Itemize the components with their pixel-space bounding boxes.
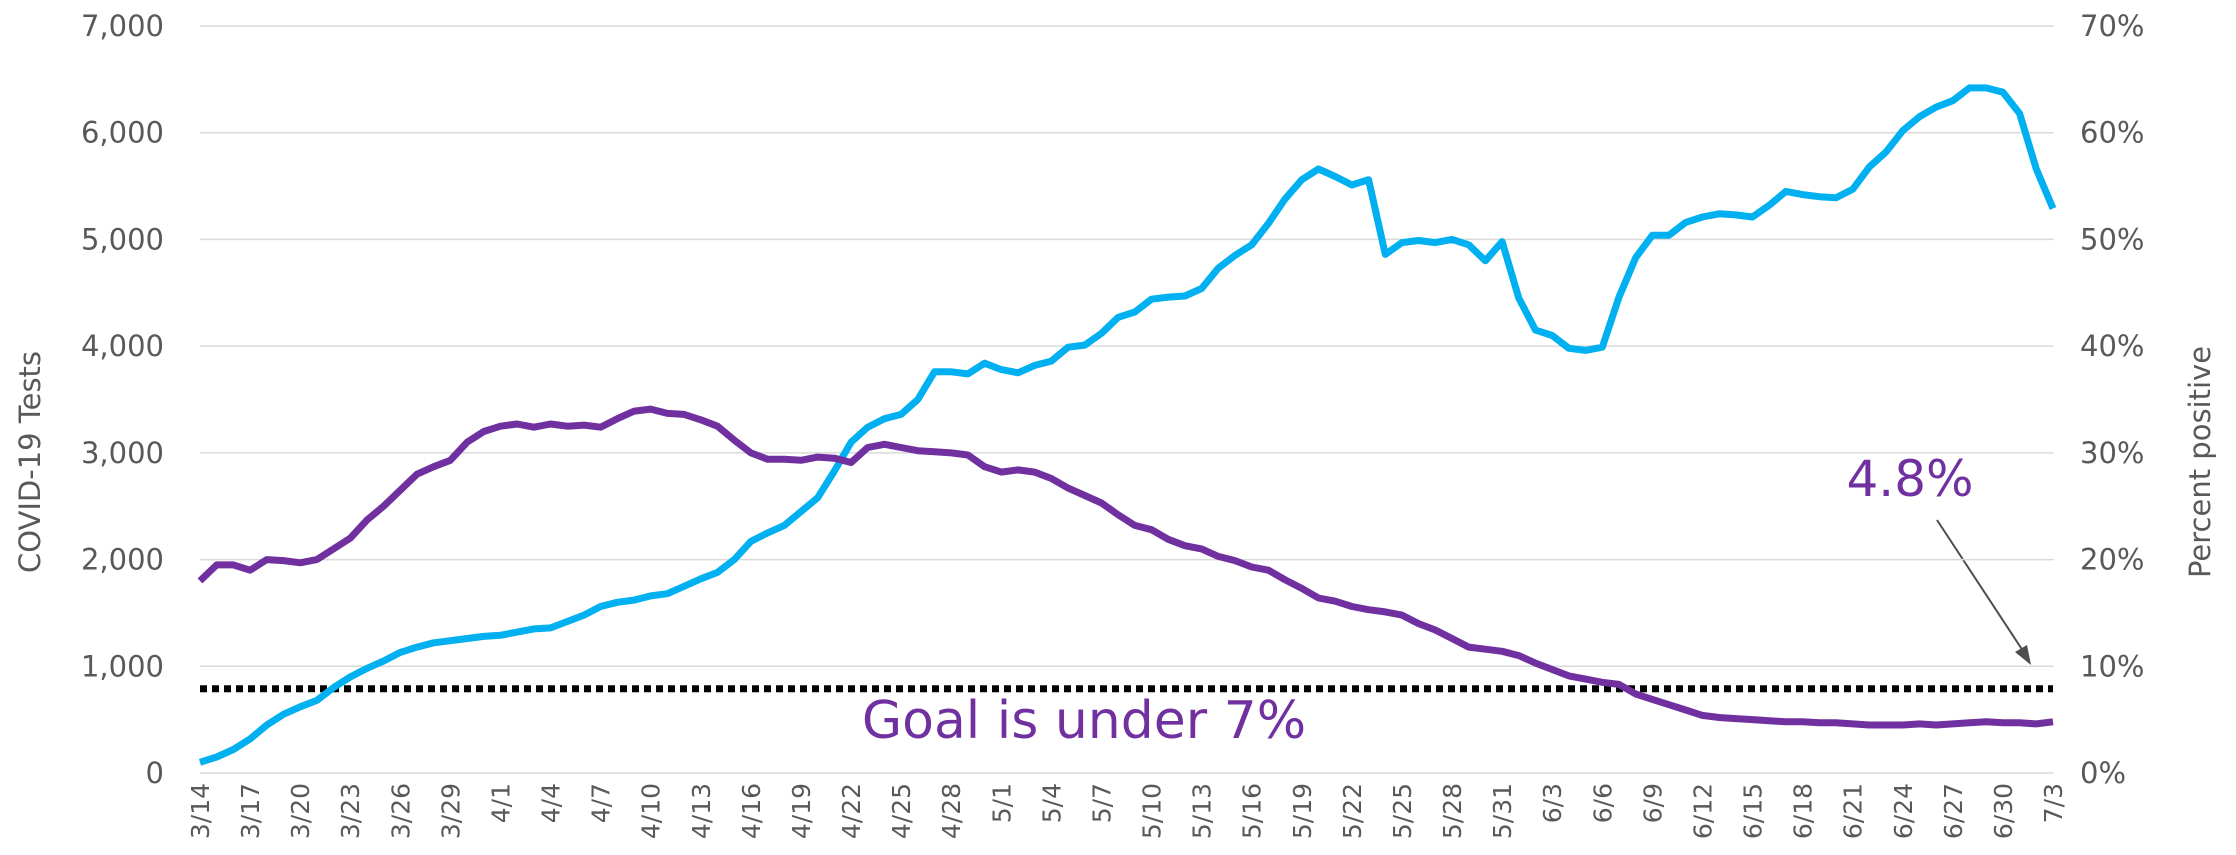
y-tick-label: 2,000: [81, 543, 164, 577]
x-tick-label: 6/12: [1688, 783, 1717, 839]
x-tick-label: 5/10: [1138, 783, 1167, 839]
x-tick-label: 3/23: [336, 783, 365, 839]
x-tick-label: 4/16: [737, 783, 766, 839]
x-tick-label: 4/28: [937, 783, 966, 839]
y2-tick-label: 0%: [2080, 756, 2126, 790]
x-tick-label: 6/3: [1538, 783, 1567, 823]
x-tick-label: 5/7: [1087, 783, 1116, 823]
x-tick-label: 4/7: [587, 783, 616, 823]
y-tick-label: 7,000: [81, 9, 164, 43]
x-tick-label: 4/10: [637, 783, 666, 839]
goal-label: Goal is under 7%: [862, 691, 1306, 751]
y-tick-label: 0: [146, 756, 164, 790]
y2-tick-label: 50%: [2080, 222, 2144, 256]
y-tick-label: 3,000: [81, 436, 164, 470]
y-axis-title: COVID-19 Tests: [13, 351, 47, 573]
x-tick-label: 6/24: [1889, 783, 1918, 839]
x-tick-label: 5/22: [1338, 783, 1367, 839]
x-tick-label: 5/19: [1288, 783, 1317, 839]
x-tick-label: 3/17: [236, 783, 265, 839]
x-tick-label: 5/31: [1488, 783, 1517, 839]
x-tick-label: 3/14: [186, 783, 215, 839]
annotation: 4.8%: [1846, 450, 1973, 508]
x-tick-label: 4/25: [887, 783, 916, 839]
y2-tick-label: 20%: [2080, 543, 2144, 577]
x-tick-label: 3/26: [386, 783, 415, 839]
y-tick-label: 5,000: [81, 222, 164, 256]
x-tick-label: 4/4: [537, 783, 566, 823]
y2-tick-label: 40%: [2080, 329, 2144, 363]
x-tick-label: 5/13: [1188, 783, 1217, 839]
y2-axis-title: Percent positive: [2183, 346, 2217, 578]
annotation-arrowhead: [2015, 645, 2031, 665]
y2-tick-label: 10%: [2080, 649, 2144, 683]
x-tick-label: 6/18: [1789, 783, 1818, 839]
x-tick-label: 4/13: [687, 783, 716, 839]
x-tick-label: 6/9: [1638, 783, 1667, 823]
x-tick-label: 6/15: [1739, 783, 1768, 839]
x-tick-label: 4/19: [787, 783, 816, 839]
x-tick-label: 5/4: [1037, 783, 1066, 823]
series-line: [198, 84, 2057, 766]
series-line: [197, 405, 2054, 729]
x-tick-label: 5/28: [1438, 783, 1467, 839]
x-tick-label: 5/16: [1238, 783, 1267, 839]
y-tick-label: 6,000: [81, 116, 164, 150]
y2-tick-label: 70%: [2080, 9, 2144, 43]
y2-tick-label: 60%: [2080, 116, 2144, 150]
x-tick-label: 6/6: [1588, 783, 1617, 823]
x-tick-label: 4/22: [837, 783, 866, 839]
x-tick-label: 6/30: [1989, 783, 2018, 839]
y-tick-label: 4,000: [81, 329, 164, 363]
y-tick-label: 1,000: [81, 649, 164, 683]
x-tick-label: 7/3: [2039, 783, 2068, 823]
y2-tick-label: 30%: [2080, 436, 2144, 470]
x-tick-label: 6/27: [1939, 783, 1968, 839]
x-tick-label: 5/25: [1388, 783, 1417, 839]
x-tick-label: 5/1: [987, 783, 1016, 823]
annotation-arrow: [1936, 519, 2028, 658]
x-tick-label: 3/20: [286, 783, 315, 839]
x-tick-label: 3/29: [436, 783, 465, 839]
x-tick-label: 6/21: [1839, 783, 1868, 839]
x-tick-label: 4/1: [486, 783, 515, 823]
